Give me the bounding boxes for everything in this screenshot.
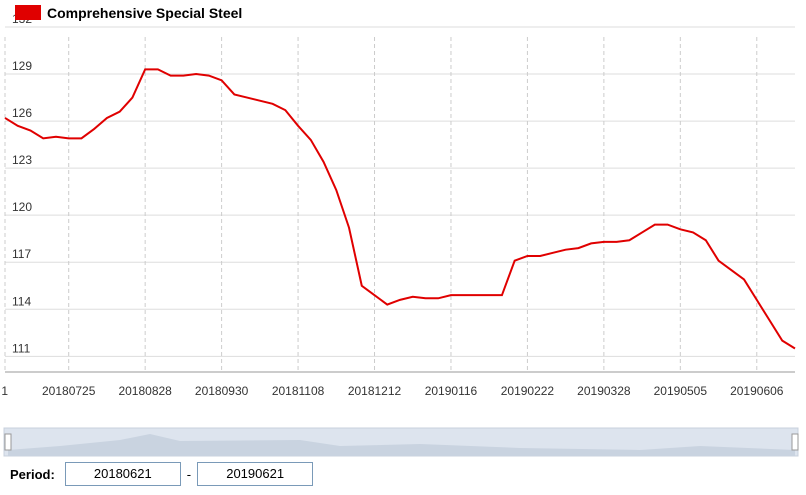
x-tick-label: 20190116 bbox=[425, 384, 478, 398]
period-label: Period: bbox=[10, 466, 55, 482]
x-tick-label: 20190505 bbox=[654, 384, 708, 398]
period-separator: - bbox=[186, 466, 192, 482]
x-tick-label: 20181212 bbox=[348, 384, 402, 398]
x-tick-label: 20180828 bbox=[118, 384, 172, 398]
x-tick-label: 20190222 bbox=[501, 384, 555, 398]
legend-label: Comprehensive Special Steel bbox=[47, 5, 242, 21]
line bbox=[4, 68, 796, 350]
x-tick-label: 20181108 bbox=[272, 384, 325, 398]
slider-handle[interactable] bbox=[791, 433, 799, 451]
x-tick-label: 20190328 bbox=[577, 384, 631, 398]
y-tick-label: 126 bbox=[12, 106, 32, 120]
x-tick-label: 20190606 bbox=[730, 384, 784, 398]
y-tick-label: 117 bbox=[12, 247, 31, 261]
end-date-input[interactable]: 20190621 bbox=[197, 462, 314, 486]
chart: 1111141171201231261291321201807252018082… bbox=[1, 5, 799, 457]
x-tick-label: 20180725 bbox=[42, 384, 96, 398]
start-date-input[interactable]: 20180621 bbox=[64, 462, 181, 486]
slider-preview bbox=[8, 434, 795, 456]
y-tick-label: 123 bbox=[12, 153, 32, 167]
period-bar: Period: 20180621 - 20190621 bbox=[10, 462, 314, 486]
y-tick-label: 120 bbox=[12, 200, 32, 214]
y-tick-label: 111 bbox=[12, 341, 31, 355]
legend-swatch bbox=[15, 5, 41, 20]
slider-handle[interactable] bbox=[4, 433, 12, 451]
x-tick-label: 1 bbox=[1, 384, 8, 398]
y-tick-label: 129 bbox=[12, 59, 32, 73]
y-tick-label: 114 bbox=[12, 294, 31, 308]
x-tick-label: 20180930 bbox=[195, 384, 249, 398]
